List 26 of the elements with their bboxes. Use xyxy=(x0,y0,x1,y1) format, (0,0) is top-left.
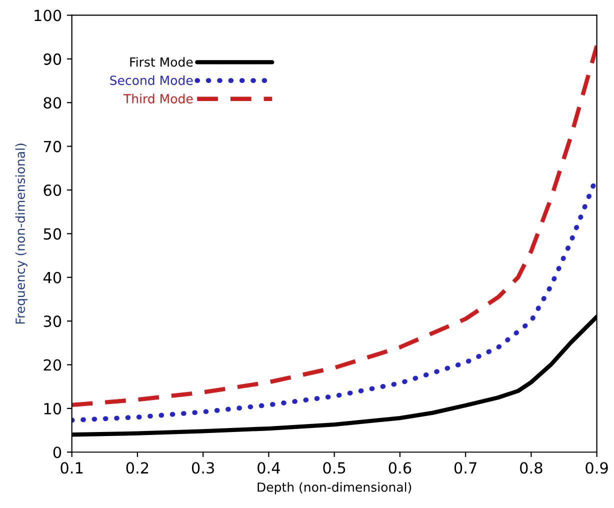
x-tick-label: 0.1 xyxy=(60,462,83,474)
text: First Mode xyxy=(130,57,193,67)
y-tick-label: 10 xyxy=(44,402,62,414)
y-tick-label: 70 xyxy=(44,140,62,152)
text: Third Mode xyxy=(123,94,193,104)
y-axis-title: Frequency (non-dimensional) xyxy=(15,144,28,324)
y-tick-label: 50 xyxy=(44,228,62,240)
x-tick-label: 0.7 xyxy=(454,462,476,474)
y-tick-label: 60 xyxy=(44,184,62,196)
x-axis-title: Depth (non-dimensional) xyxy=(258,482,412,494)
x-tick-label: 0.5 xyxy=(323,462,346,474)
y-tick-label: 100 xyxy=(34,10,62,22)
y-tick-label: 90 xyxy=(44,53,62,65)
line-series xyxy=(72,44,597,408)
y-tick-label: 30 xyxy=(44,316,62,328)
x-tick-label: 0.3 xyxy=(192,462,214,474)
x-tick-label: 0.6 xyxy=(388,462,412,474)
text: Second Mode xyxy=(110,75,193,86)
x-tick-label: 0.8 xyxy=(520,462,542,474)
y-tick-label: 20 xyxy=(44,359,62,371)
y-tick-label: 0 xyxy=(53,446,62,458)
x-tick-label: 0.2 xyxy=(126,462,148,474)
x-tick-label: 0.4 xyxy=(258,462,280,474)
y-tick-label: 80 xyxy=(44,97,62,109)
x-tick-label: 0.9 xyxy=(586,462,608,474)
y-tick-label: 40 xyxy=(43,272,62,284)
